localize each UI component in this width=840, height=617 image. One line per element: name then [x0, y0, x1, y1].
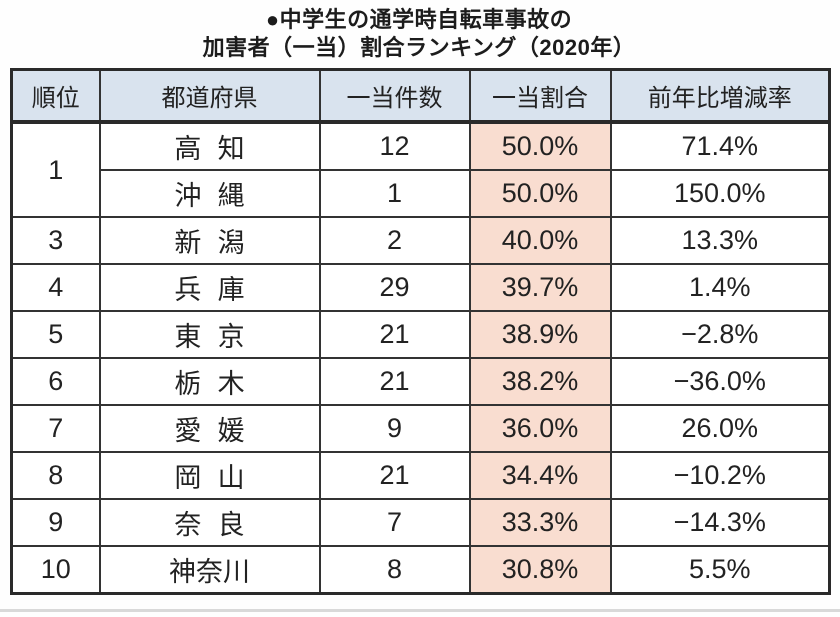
table-row: 5 東 京 21 38.9% −2.8%: [10, 310, 831, 359]
header-row: 順位 都道府県 一当件数 一当割合 前年比増減率: [10, 68, 831, 124]
cases-cell: 12: [318, 121, 471, 171]
table-row: 7 愛 媛 9 36.0% 26.0%: [10, 404, 831, 453]
header-share: 一当割合: [468, 68, 612, 124]
cases-cell: 1: [318, 169, 471, 218]
yoy-cell: −36.0%: [609, 357, 831, 406]
table-row: 3 新 潟 2 40.0% 13.3%: [10, 216, 831, 265]
yoy-cell: 26.0%: [609, 404, 831, 453]
share-cell: 38.2%: [468, 357, 612, 406]
cases-cell: 21: [318, 357, 471, 406]
prefecture-cell: 東 京: [98, 310, 321, 359]
rank-cell: 1: [10, 121, 101, 218]
yoy-cell: 13.3%: [609, 216, 831, 265]
page-title-line2: 加害者（一当）割合ランキング（2020年）: [202, 35, 636, 60]
rank-cell: 10: [10, 545, 101, 595]
cases-cell: 21: [318, 451, 471, 500]
prefecture-cell: 高 知: [98, 121, 321, 171]
table-row: 6 栃 木 21 38.2% −36.0%: [10, 357, 831, 406]
rank-cell: 6: [10, 357, 101, 406]
prefecture-cell: 栃 木: [98, 357, 321, 406]
share-cell: 50.0%: [468, 169, 612, 218]
cases-cell: 7: [318, 498, 471, 547]
bottom-divider: [0, 609, 840, 612]
yoy-cell: −14.3%: [609, 498, 831, 547]
rank-cell: 5: [10, 310, 101, 359]
table-row: 8 岡 山 21 34.4% −10.2%: [10, 451, 831, 500]
prefecture-cell: 愛 媛: [98, 404, 321, 453]
page-title: ●中学生の通学時自転車事故の 加害者（一当）割合ランキング（2020年）: [10, 6, 828, 62]
prefecture-cell: 兵 庫: [98, 263, 321, 312]
share-cell: 39.7%: [468, 263, 612, 312]
yoy-cell: 1.4%: [609, 263, 831, 312]
share-cell: 30.8%: [468, 545, 612, 595]
share-cell: 34.4%: [468, 451, 612, 500]
rank-cell: 9: [10, 498, 101, 547]
cases-cell: 9: [318, 404, 471, 453]
yoy-cell: −10.2%: [609, 451, 831, 500]
cases-cell: 29: [318, 263, 471, 312]
table-row: 9 奈 良 7 33.3% −14.3%: [10, 498, 831, 547]
ranking-table: 順位 都道府県 一当件数 一当割合 前年比増減率 1 高 知 12 50.0% …: [10, 68, 831, 595]
table-row: 10 神奈川 8 30.8% 5.5%: [10, 545, 831, 595]
yoy-cell: 150.0%: [609, 169, 831, 218]
cases-cell: 21: [318, 310, 471, 359]
header-yoy: 前年比増減率: [609, 68, 831, 124]
prefecture-cell: 沖 縄: [98, 169, 321, 218]
rank-cell: 3: [10, 216, 101, 265]
rank-cell: 8: [10, 451, 101, 500]
share-cell: 50.0%: [468, 121, 612, 171]
share-cell: 40.0%: [468, 216, 612, 265]
table-row: 1 高 知 12 50.0% 71.4%: [10, 121, 831, 218]
share-cell: 33.3%: [468, 498, 612, 547]
prefecture-cell: 岡 山: [98, 451, 321, 500]
cases-cell: 2: [318, 216, 471, 265]
header-prefecture: 都道府県: [98, 68, 321, 124]
header-rank: 順位: [10, 68, 101, 124]
prefecture-cell: 神奈川: [98, 545, 321, 595]
rank-cell: 7: [10, 404, 101, 453]
share-cell: 38.9%: [468, 310, 612, 359]
share-cell: 36.0%: [468, 404, 612, 453]
yoy-cell: 5.5%: [609, 545, 831, 595]
table-row: 4 兵 庫 29 39.7% 1.4%: [10, 263, 831, 312]
rank-cell: 4: [10, 263, 101, 312]
yoy-cell: −2.8%: [609, 310, 831, 359]
cases-cell: 8: [318, 545, 471, 595]
prefecture-cell: 奈 良: [98, 498, 321, 547]
page-title-line1: ●中学生の通学時自転車事故の: [265, 7, 573, 32]
yoy-cell: 71.4%: [609, 121, 831, 171]
prefecture-cell: 新 潟: [98, 216, 321, 265]
header-cases: 一当件数: [318, 68, 471, 124]
table-row: 沖 縄 1 50.0% 150.0%: [12, 169, 831, 218]
